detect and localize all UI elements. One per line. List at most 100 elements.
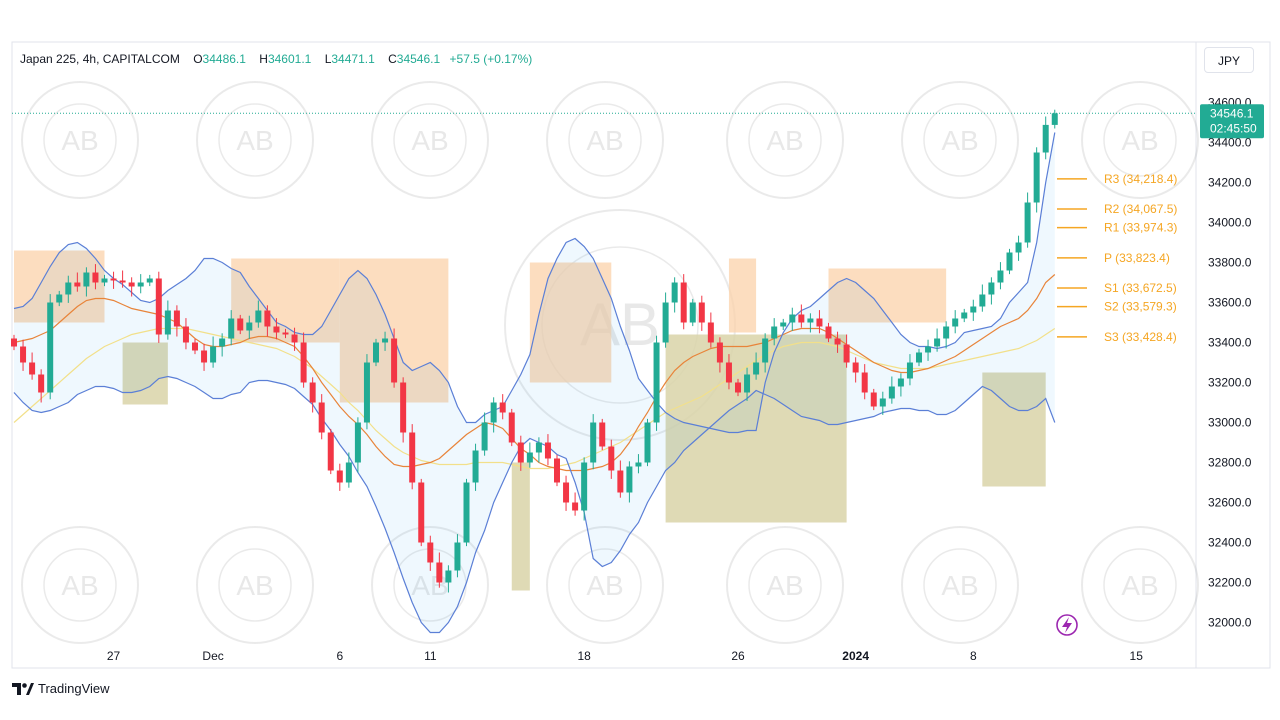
candle-up xyxy=(581,462,588,511)
high-value: 34601.1 xyxy=(267,52,312,66)
candle-up xyxy=(210,346,217,363)
candle-down xyxy=(155,278,162,335)
watermark-text: AB xyxy=(1121,125,1158,156)
candle-up xyxy=(961,312,968,319)
candle-down xyxy=(20,346,27,363)
watermark-text: AB xyxy=(411,125,448,156)
candle-down xyxy=(508,412,515,443)
candle-up xyxy=(363,362,370,423)
candle-down xyxy=(291,334,298,343)
candle-down xyxy=(400,382,407,433)
pivot-level-label: R3 (34,218.4) xyxy=(1104,172,1177,186)
candle-down xyxy=(173,310,180,327)
candle-down xyxy=(282,332,289,335)
watermark-text: AB xyxy=(766,570,803,601)
price-axis-tick: 34400.0 xyxy=(1208,136,1252,150)
candle-up xyxy=(780,322,787,327)
candle-up xyxy=(463,482,470,543)
watermark-ring xyxy=(196,81,314,199)
price-axis-tick: 33800.0 xyxy=(1208,256,1252,270)
watermark-text: AB xyxy=(1121,570,1158,601)
low-value: 34471.1 xyxy=(331,52,375,66)
time-axis-tick: 2024 xyxy=(842,649,869,663)
candle-up xyxy=(979,294,986,307)
candle-up xyxy=(807,318,814,323)
demand-zone xyxy=(511,462,530,591)
candle-down xyxy=(300,342,307,383)
symbol-label: Japan 225, 4h, CAPITALCOM xyxy=(20,52,180,66)
candle-down xyxy=(563,482,570,503)
candle-up xyxy=(382,338,389,343)
candle-up xyxy=(146,278,153,283)
candle-down xyxy=(861,372,868,393)
candle-up xyxy=(744,374,751,393)
watermark-ring xyxy=(196,526,314,644)
candle-down xyxy=(716,342,723,363)
currency-button[interactable]: JPY xyxy=(1204,47,1254,73)
candle-up xyxy=(219,338,226,347)
watermark-text: AB xyxy=(586,570,623,601)
pivot-level-label: R1 (33,974.3) xyxy=(1104,221,1177,235)
candle-up xyxy=(943,326,950,339)
candle-up xyxy=(354,422,361,463)
candle-up xyxy=(662,302,669,343)
open-value: 34486.1 xyxy=(202,52,246,66)
candle-down xyxy=(572,502,579,511)
candle-up xyxy=(472,450,479,483)
candle-up xyxy=(653,342,660,423)
price-axis-tick: 32200.0 xyxy=(1208,576,1252,590)
pivot-level-label: S1 (33,672.5) xyxy=(1104,281,1177,295)
high-label: H xyxy=(259,52,268,66)
open-label: O xyxy=(193,52,203,66)
tradingview-branding[interactable]: TradingView xyxy=(12,681,110,696)
candle-up xyxy=(952,318,959,327)
time-axis-tick: Dec xyxy=(202,649,223,663)
candle-down xyxy=(74,282,81,287)
candle-up xyxy=(671,282,678,303)
price-axis-tick: 33600.0 xyxy=(1208,296,1252,310)
candle-up xyxy=(925,346,932,353)
candle-up xyxy=(1033,152,1040,203)
bollinger-band-fill xyxy=(14,132,1055,633)
candle-down xyxy=(201,350,208,363)
price-axis-tick: 34200.0 xyxy=(1208,176,1252,190)
candle-up xyxy=(101,278,108,283)
candle-down xyxy=(436,562,443,583)
watermark-ring xyxy=(1081,526,1199,644)
price-axis-tick: 32800.0 xyxy=(1208,456,1252,470)
candle-up xyxy=(970,306,977,313)
time-axis-tick: 18 xyxy=(577,649,591,663)
watermark-inner-ring xyxy=(568,103,642,177)
watermark-ring xyxy=(21,81,139,199)
watermark-text: AB xyxy=(236,570,273,601)
watermark-inner-ring xyxy=(393,103,467,177)
candle-up xyxy=(934,338,941,347)
candle-down xyxy=(735,382,741,393)
candle-up xyxy=(1006,252,1013,271)
candle-up xyxy=(689,302,696,323)
candle-up xyxy=(590,422,597,463)
candle-up xyxy=(454,542,461,571)
tradingview-label: TradingView xyxy=(38,681,110,696)
candle-down xyxy=(499,402,506,413)
candle-down xyxy=(834,338,841,345)
candle-down xyxy=(110,278,117,281)
price-axis-tick: 32600.0 xyxy=(1208,496,1252,510)
candle-up xyxy=(762,338,769,363)
candle-up xyxy=(481,422,488,451)
candle-up xyxy=(164,310,171,335)
candle-up xyxy=(1042,124,1049,153)
candle-up xyxy=(906,362,913,379)
price-axis-tick: 32000.0 xyxy=(1208,616,1252,630)
watermark-ring xyxy=(546,526,664,644)
pivot-level-label: R2 (34,067.5) xyxy=(1104,202,1177,216)
time-axis-tick: 26 xyxy=(731,649,745,663)
candle-down xyxy=(119,280,126,283)
candle-down xyxy=(599,422,606,447)
supply-zone xyxy=(728,258,757,333)
candle-down xyxy=(192,342,198,351)
candle-down xyxy=(725,362,732,383)
watermark-text: AB xyxy=(941,125,978,156)
lightning-icon[interactable] xyxy=(1056,614,1078,636)
